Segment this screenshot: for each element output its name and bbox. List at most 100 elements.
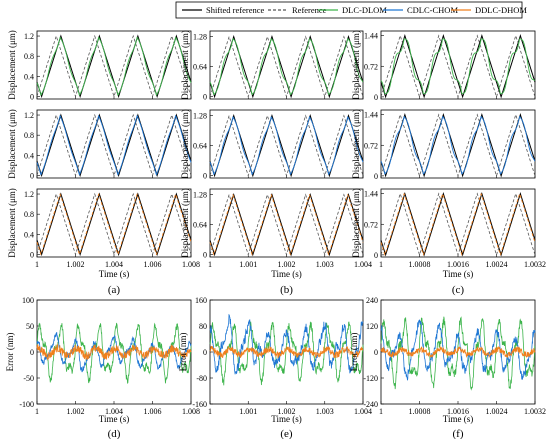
panels: 0 0.4 0.8 1.2 Displacement (μm) 0 0.4 0.8 1.2 Dis… <box>5 30 546 439</box>
x-tick-label: 1.0024 <box>486 407 508 416</box>
x-tick-label: 1.006 <box>144 260 162 269</box>
axes-frame <box>36 188 192 258</box>
y-tick-label: 1.28 <box>193 191 207 200</box>
y-tick-label: 0.72 <box>364 62 378 71</box>
x-axis-label: Time (s) <box>443 414 473 424</box>
disp-caption-0: Time (s) (a) <box>99 269 129 296</box>
axes-frame <box>209 188 364 258</box>
series-shifted-reference <box>380 192 536 257</box>
series-reference <box>209 193 364 256</box>
y-tick-label: 0 <box>374 251 378 260</box>
series-shifted-reference <box>209 192 364 257</box>
y-tick-label: -80 <box>196 374 207 383</box>
y-tick-label: 100 <box>22 296 34 305</box>
y-tick-label: 160 <box>195 296 207 305</box>
series-reference <box>209 35 364 98</box>
x-tick-label: 1.004 <box>354 260 372 269</box>
x-tick-label: 1.008 <box>182 407 200 416</box>
error-series-ddlc-dhom <box>380 345 536 359</box>
panel-label: (b) <box>280 284 293 296</box>
panel-label: (c) <box>452 284 465 296</box>
error-panel-0: -100 -50 0 50 100 1 1.002 1.004 1.006 1.008 Error … <box>5 296 200 439</box>
series-reference <box>380 34 536 99</box>
y-tick-label: -160 <box>192 400 207 409</box>
y-tick-label: 0 <box>30 250 34 259</box>
legend-label-4: DDLC-DHOM <box>475 5 527 15</box>
y-tick-label: 0 <box>30 92 34 101</box>
axes-frame <box>209 30 364 100</box>
series-reference <box>380 113 536 178</box>
series-shifted-reference <box>209 34 364 99</box>
series-reference <box>36 34 192 98</box>
error-series-cdlc-chom <box>209 313 364 375</box>
legend-label-3: CDLC-CHOM <box>407 5 458 15</box>
series-dlc-dlom <box>380 38 536 95</box>
x-tick-label: 1.0016 <box>447 407 469 416</box>
y-tick-label: 0.64 <box>193 221 207 230</box>
legend-label-0: Shifted reference <box>206 5 265 15</box>
series-ddlc-dhom <box>209 193 364 256</box>
x-tick-label: 1 <box>208 407 212 416</box>
y-axis-label: Displacement (μm) <box>180 109 190 179</box>
y-tick-label: 0 <box>374 93 378 102</box>
y-tick-label: 0.8 <box>24 131 34 140</box>
y-tick-label: 1.2 <box>24 190 34 199</box>
series-dlc-dlom <box>36 36 192 96</box>
y-axis-label: Displacement (μm) <box>180 188 190 258</box>
panel-label: (a) <box>108 284 121 296</box>
error-series-dlc-dlom <box>36 322 192 384</box>
series-shifted-reference <box>36 192 192 257</box>
axes-frame <box>36 30 192 100</box>
y-tick-label: 1.44 <box>364 111 378 120</box>
x-tick-label: 1.002 <box>278 407 296 416</box>
x-axis-label: Time (s) <box>443 269 473 279</box>
x-tick-label: 1.003 <box>316 407 334 416</box>
x-tick-label: 1.0032 <box>524 260 546 269</box>
y-tick-label: 1.2 <box>24 32 34 41</box>
disp-caption-1: Time (s) (b) <box>271 269 301 296</box>
x-tick-label: 1 <box>35 407 39 416</box>
y-axis-label: Displacement (μm) <box>7 30 17 100</box>
error-series-dlc-dlom <box>380 316 536 391</box>
series-reference <box>36 113 192 177</box>
panel-label: (f) <box>453 428 464 439</box>
x-tick-label: 1.008 <box>182 260 200 269</box>
y-tick-label: 0 <box>30 171 34 180</box>
x-tick-label: 1.0032 <box>524 407 546 416</box>
x-tick-label: 1.003 <box>316 260 334 269</box>
y-tick-label: 0.64 <box>193 63 207 72</box>
series-cdlc-chom <box>380 116 536 175</box>
error-series-dlc-dlom <box>209 321 364 386</box>
y-axis-label: Error (nm) <box>349 333 359 372</box>
y-tick-label: 0.72 <box>364 141 378 150</box>
series-reference <box>36 192 192 256</box>
y-tick-label: -100 <box>19 400 34 409</box>
y-tick-label: 240 <box>366 296 378 305</box>
series-shifted-reference <box>380 113 536 178</box>
y-tick-label: -50 <box>23 374 34 383</box>
y-tick-label: -120 <box>363 374 378 383</box>
y-axis-label: Error (nm) <box>5 333 15 372</box>
disp-panel-0-1: 0 0.4 0.8 1.2 Displacement (μm) <box>7 109 192 180</box>
x-tick-label: 1 <box>379 260 383 269</box>
x-tick-label: 1 <box>208 260 212 269</box>
axes-frame <box>380 188 536 258</box>
legend: Shifted reference Reference DLC-DLOM CDLC-C… <box>175 1 527 19</box>
x-tick-label: 1 <box>35 260 39 269</box>
axes-frame <box>209 109 364 179</box>
series-ddlc-dhom <box>36 193 192 256</box>
x-tick-label: 1.001 <box>239 407 257 416</box>
x-axis-label: Time (s) <box>99 269 129 279</box>
legend-label-2: DLC-DLOM <box>342 5 387 15</box>
panel-label: (e) <box>280 428 293 439</box>
x-tick-label: 1.004 <box>354 407 372 416</box>
y-tick-label: 0 <box>30 348 34 357</box>
series-shifted-reference <box>209 113 364 178</box>
x-axis-label: Time (s) <box>99 414 129 424</box>
y-tick-label: 1.28 <box>193 33 207 42</box>
